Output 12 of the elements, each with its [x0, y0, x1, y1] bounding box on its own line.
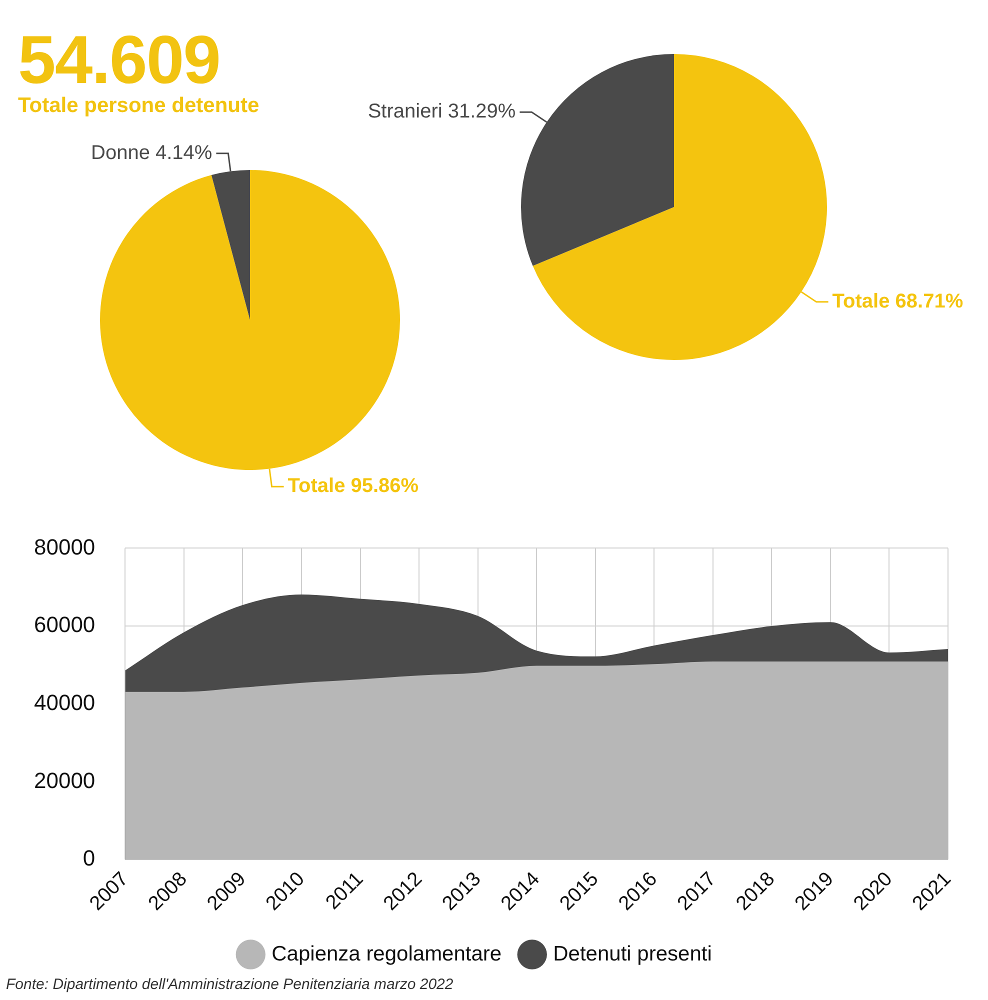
slice-label: Stranieri 31.29% — [368, 100, 516, 123]
legend-label: Capienza regolamentare — [272, 942, 502, 966]
slice-label: Totale 68.71% — [832, 290, 964, 312]
y-tick-label: 20000 — [34, 768, 96, 793]
y-tick-label: 40000 — [34, 690, 96, 715]
source-note: Fonte: Dipartimento dell'Amministrazione Penitenziaria marzo 2022 — [6, 976, 454, 993]
legend-label: Detenuti presenti — [553, 942, 712, 966]
y-tick-label: 80000 — [34, 534, 96, 560]
slice-label: Totale 95.86% — [288, 475, 419, 498]
slice-label: Donne 4.14% — [91, 142, 212, 164]
y-tick-label: 0 — [82, 846, 96, 871]
y-tick-label: 60000 — [34, 612, 96, 638]
